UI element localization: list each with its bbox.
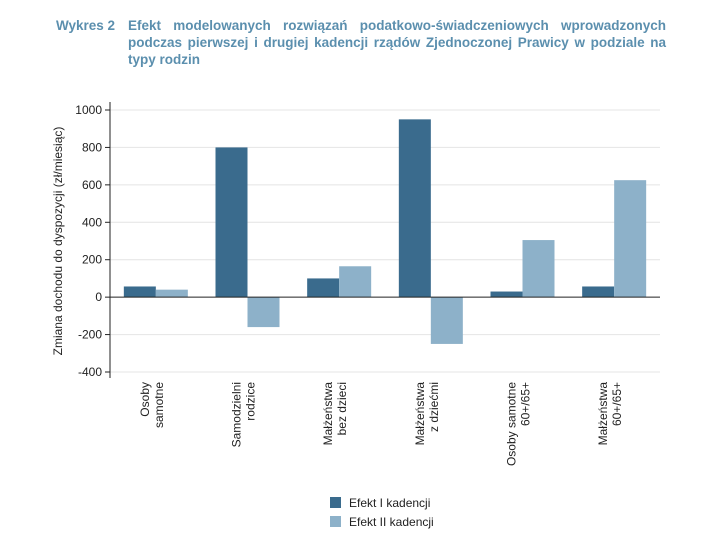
bar	[155, 289, 188, 298]
y-tick-label: 200	[82, 253, 102, 267]
legend-label: Efekt I kadencji	[349, 496, 430, 510]
legend-swatch	[330, 516, 341, 527]
bar	[490, 291, 523, 298]
y-tick-label: 600	[82, 178, 102, 192]
legend-label: Efekt II kadencji	[349, 515, 434, 529]
x-tick-label: Osoby samotne	[505, 382, 519, 466]
x-tick-label: 60+/65+	[610, 382, 624, 426]
y-tick-label: 0	[95, 290, 102, 304]
legend-swatch	[330, 497, 341, 508]
bar	[430, 297, 463, 344]
bar	[522, 240, 555, 298]
bar	[582, 286, 615, 298]
bar	[307, 278, 340, 298]
figure-title: Efekt modelowanych rozwiązań podatkowo-ś…	[128, 18, 666, 67]
x-tick-label: Małżeństwa	[596, 382, 610, 446]
x-tick-label: Małżeństwa	[321, 382, 335, 446]
y-tick-label: 400	[82, 215, 102, 229]
figure-header: Wykres 2 Efekt modelowanych rozwiązań po…	[56, 17, 666, 68]
x-tick-label: bez dzieci	[335, 382, 349, 435]
bar	[247, 297, 280, 328]
figure-label: Wykres 2	[56, 18, 116, 33]
y-tick-label: 800	[82, 140, 102, 154]
y-tick-label: -200	[78, 328, 102, 342]
x-tick-label: Samodzielni	[230, 382, 244, 447]
bar	[614, 180, 647, 298]
x-tick-label: Osoby	[138, 382, 152, 417]
x-tick-label: rodzice	[244, 382, 258, 421]
x-tick-label: Małżeństwa	[413, 382, 427, 446]
bar	[339, 266, 372, 298]
x-tick-label: 60+/65+	[519, 382, 533, 426]
y-tick-label: -400	[78, 365, 102, 379]
bar	[215, 147, 248, 298]
x-tick-label: z dziećmi	[427, 382, 441, 432]
bar	[123, 286, 156, 298]
y-axis-label: Zmiana dochodu do dyspozycji (zł/miesiąc…	[51, 127, 65, 356]
y-tick-label: 1000	[75, 103, 102, 117]
bar	[398, 119, 431, 298]
x-tick-label: samotne	[152, 382, 166, 428]
